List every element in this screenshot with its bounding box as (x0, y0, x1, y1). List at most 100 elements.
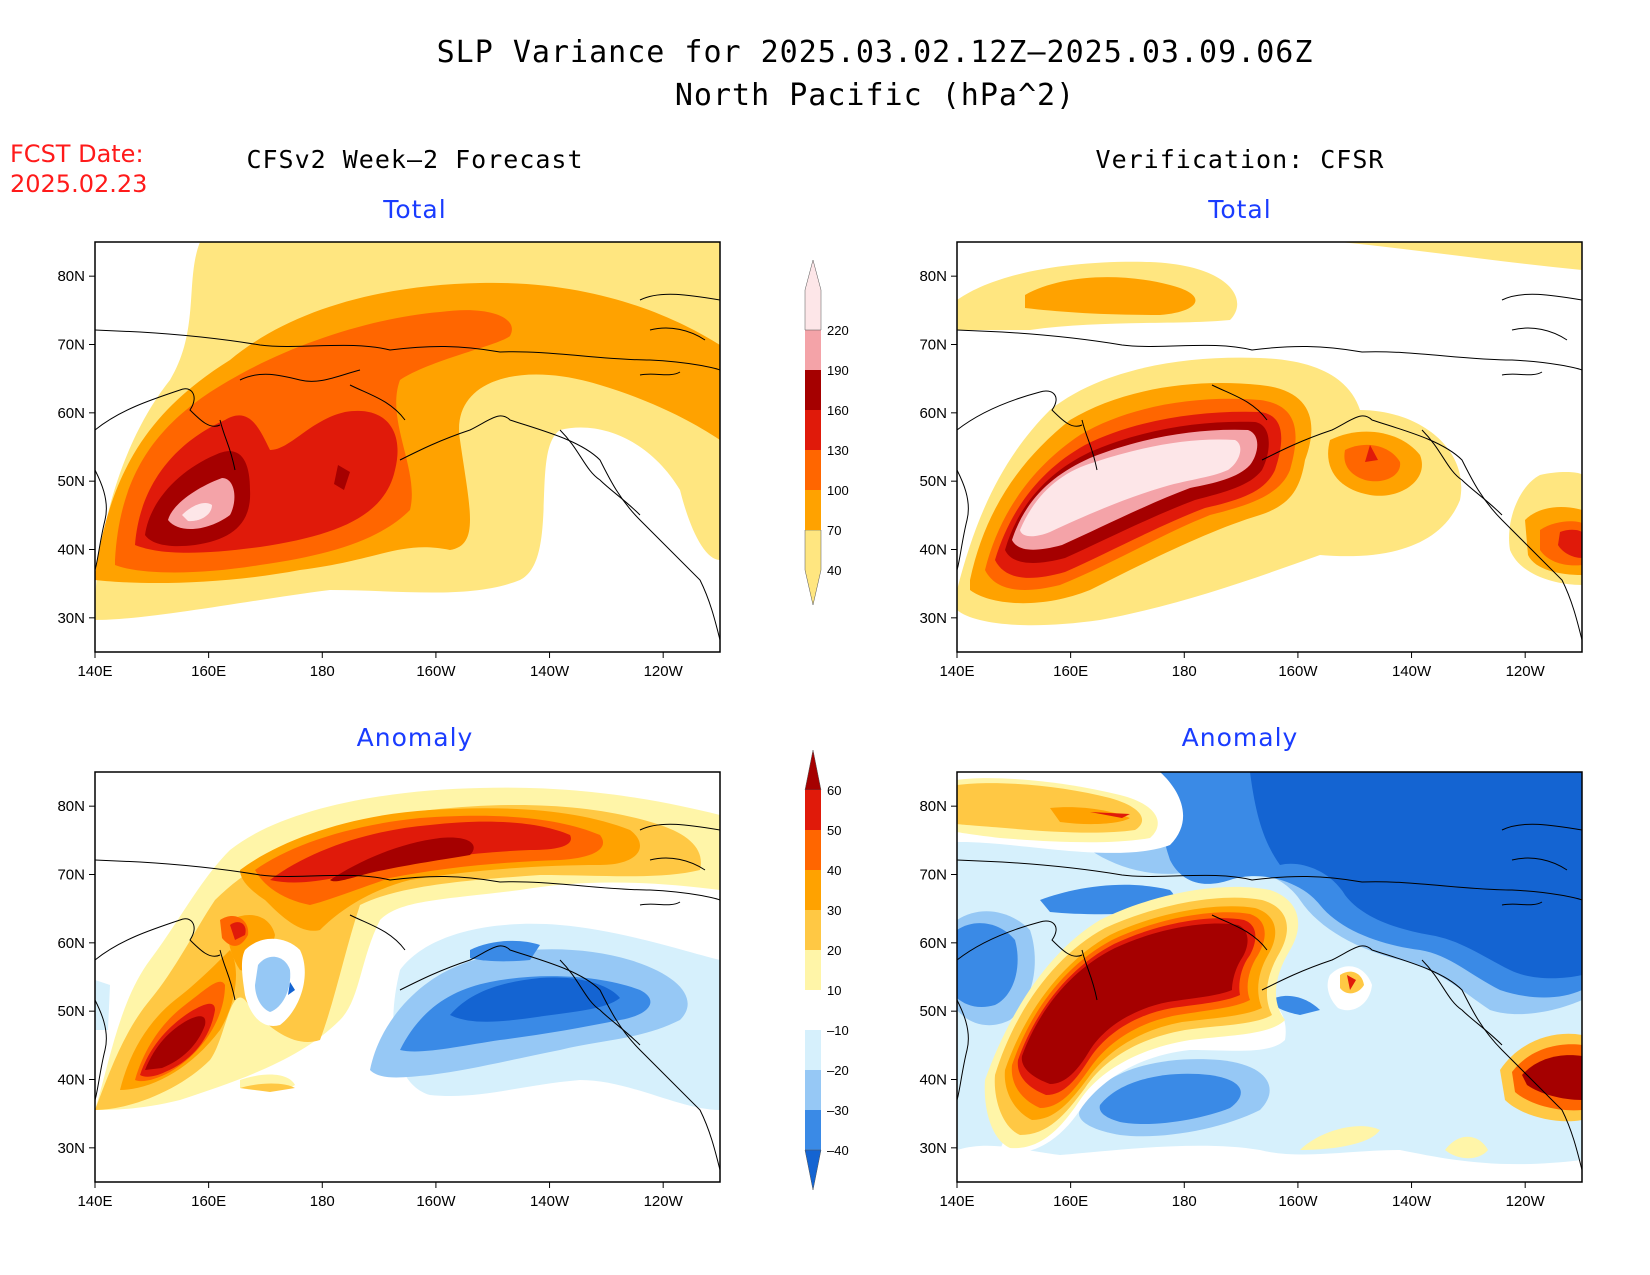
lat-axis-forecast-anomaly: 30N 40N 50N 60N 70N 80N (57, 798, 95, 1157)
colorbar-anomaly-swatch (805, 790, 821, 830)
panel-forecast-anomaly: 30N 40N 50N 60N 70N 80N 140E 160E 180 160W 140W 12… (57, 771, 721, 1210)
panel-verif-total: 30N 40N 50N 60N 70N 80N 140E 160E 180 160W 140W 12… (919, 241, 1583, 680)
shading-verif-anomaly (957, 772, 1582, 1182)
plot-frame-verif-total (956, 241, 1583, 653)
colorbar-anomaly-swatch (804, 749, 822, 791)
right-column-title: Verification: CFSR (1096, 145, 1385, 174)
lat-tick-label: 60N (57, 935, 85, 952)
panel-verif-anomaly: 30N 40N 50N 60N 70N 80N 140E 160E 180 160W 140W 12… (919, 771, 1583, 1210)
lat-tick-label: 40N (57, 542, 85, 559)
colorbar-anomaly-label: –30 (827, 1103, 849, 1118)
colorbar-anomaly-swatch (805, 1030, 821, 1070)
lon-tick-label: 160W (1278, 1193, 1318, 1210)
lon-axis-verif-anomaly: 140E 160E 180 160W 140W 120W (939, 1182, 1546, 1210)
colorbar-anomaly-swatch (804, 1149, 822, 1191)
colorbar-anomaly-swatch (805, 990, 821, 1030)
colorbar-total-swatch (804, 529, 822, 606)
colorbar-total: 40 70 100 130 160 190 220 (804, 259, 849, 606)
fcst-date-value: 2025.02.23 (10, 170, 147, 198)
lon-tick-label: 140E (939, 663, 974, 680)
colorbar-anomaly-label: 60 (827, 783, 841, 798)
lon-axis-verif-total: 140E 160E 180 160W 140W 120W (939, 652, 1546, 680)
panel-subtitle-forecast-total: Total (382, 195, 446, 224)
lat-axis-verif-anomaly: 30N 40N 50N 60N 70N 80N (919, 798, 957, 1157)
panel-subtitle-forecast-anomaly: Anomaly (357, 723, 474, 752)
colorbar-total-label: 130 (827, 443, 849, 458)
colorbar-total-label: 40 (827, 563, 841, 578)
colorbar-anomaly-label: –20 (827, 1063, 849, 1078)
lat-tick-label: 30N (57, 610, 85, 627)
lon-tick-label: 160W (416, 663, 456, 680)
lat-axis-verif-total: 30N 40N 50N 60N 70N 80N (919, 268, 957, 627)
lon-tick-label: 180 (310, 663, 335, 680)
colorbar-total-swatch (805, 490, 821, 530)
panel-subtitle-verif-anomaly: Anomaly (1182, 723, 1299, 752)
shading-forecast-total (95, 242, 720, 652)
colorbar-total-swatch (805, 450, 821, 490)
lat-tick-label: 30N (919, 1140, 947, 1157)
plot-frame-forecast-anomaly (94, 771, 721, 1183)
colorbar-anomaly-label: 10 (827, 983, 841, 998)
lat-tick-label: 60N (919, 935, 947, 952)
lon-tick-label: 160W (416, 1193, 456, 1210)
lon-tick-label: 120W (644, 1193, 684, 1210)
colorbar-anomaly-swatch (805, 1070, 821, 1110)
coastline-verif-total (957, 293, 1582, 641)
colorbar-total-label: 100 (827, 483, 849, 498)
lat-tick-label: 40N (919, 1072, 947, 1089)
lat-tick-label: 80N (57, 268, 85, 285)
panel-subtitle-verif-total: Total (1207, 195, 1271, 224)
colorbar-anomaly-label: 20 (827, 943, 841, 958)
colorbar-anomaly-label: 50 (827, 823, 841, 838)
colorbar-total-swatch (805, 370, 821, 410)
lon-tick-label: 120W (1506, 1193, 1546, 1210)
lon-tick-label: 140E (939, 1193, 974, 1210)
lon-axis-forecast-anomaly: 140E 160E 180 160W 140W 120W (77, 1182, 684, 1210)
lon-tick-label: 140E (77, 663, 112, 680)
colorbar-anomaly-swatch (805, 1110, 821, 1150)
colorbar-anomaly-swatch (805, 950, 821, 990)
coastline-verif-anomaly (957, 823, 1582, 1171)
lon-tick-label: 180 (310, 1193, 335, 1210)
colorbar-anomaly-swatch (805, 830, 821, 870)
lat-tick-label: 40N (919, 542, 947, 559)
lat-tick-label: 80N (57, 798, 85, 815)
colorbar-total-label: 70 (827, 523, 841, 538)
lat-tick-label: 70N (919, 867, 947, 884)
lon-tick-label: 160W (1278, 663, 1318, 680)
lon-tick-label: 160E (191, 1193, 226, 1210)
lat-tick-label: 50N (919, 473, 947, 490)
coastline-forecast-total (95, 293, 720, 641)
lat-tick-label: 50N (57, 1003, 85, 1020)
plot-frame-verif-anomaly (956, 771, 1583, 1183)
lat-tick-label: 50N (57, 473, 85, 490)
lon-tick-label: 180 (1172, 663, 1197, 680)
colorbar-anomaly-label: –10 (827, 1023, 849, 1038)
lon-tick-label: 120W (644, 663, 684, 680)
lat-tick-label: 40N (57, 1072, 85, 1089)
lat-tick-label: 70N (57, 867, 85, 884)
lat-axis-forecast-total: 30N 40N 50N 60N 70N 80N (57, 268, 95, 627)
shading-forecast-anomaly (95, 772, 720, 1182)
lat-tick-label: 60N (919, 405, 947, 422)
colorbar-anomaly-swatch (805, 870, 821, 910)
panel-forecast-total: 30N 40N 50N 60N 70N 80N 140E 160E 180 160W 140W 12… (57, 241, 721, 680)
lon-axis-forecast-total: 140E 160E 180 160W 140W 120W (77, 652, 684, 680)
lat-tick-label: 50N (919, 1003, 947, 1020)
lon-tick-label: 140E (77, 1193, 112, 1210)
colorbar-anomaly-label: –40 (827, 1143, 849, 1158)
plot-frame-forecast-total (94, 241, 721, 653)
lat-tick-label: 70N (57, 337, 85, 354)
lat-tick-label: 60N (57, 405, 85, 422)
shading-verif-total (957, 242, 1582, 652)
colorbar-total-label: 220 (827, 323, 849, 338)
colorbar-anomaly-label: 40 (827, 863, 841, 878)
lon-tick-label: 140W (530, 663, 570, 680)
lat-tick-label: 30N (919, 610, 947, 627)
lat-tick-label: 70N (919, 337, 947, 354)
left-column-title: CFSv2 Week–2 Forecast (246, 145, 583, 174)
colorbar-total-swatch (805, 330, 821, 370)
lon-tick-label: 120W (1506, 663, 1546, 680)
colorbar-anomaly-label: 30 (827, 903, 841, 918)
